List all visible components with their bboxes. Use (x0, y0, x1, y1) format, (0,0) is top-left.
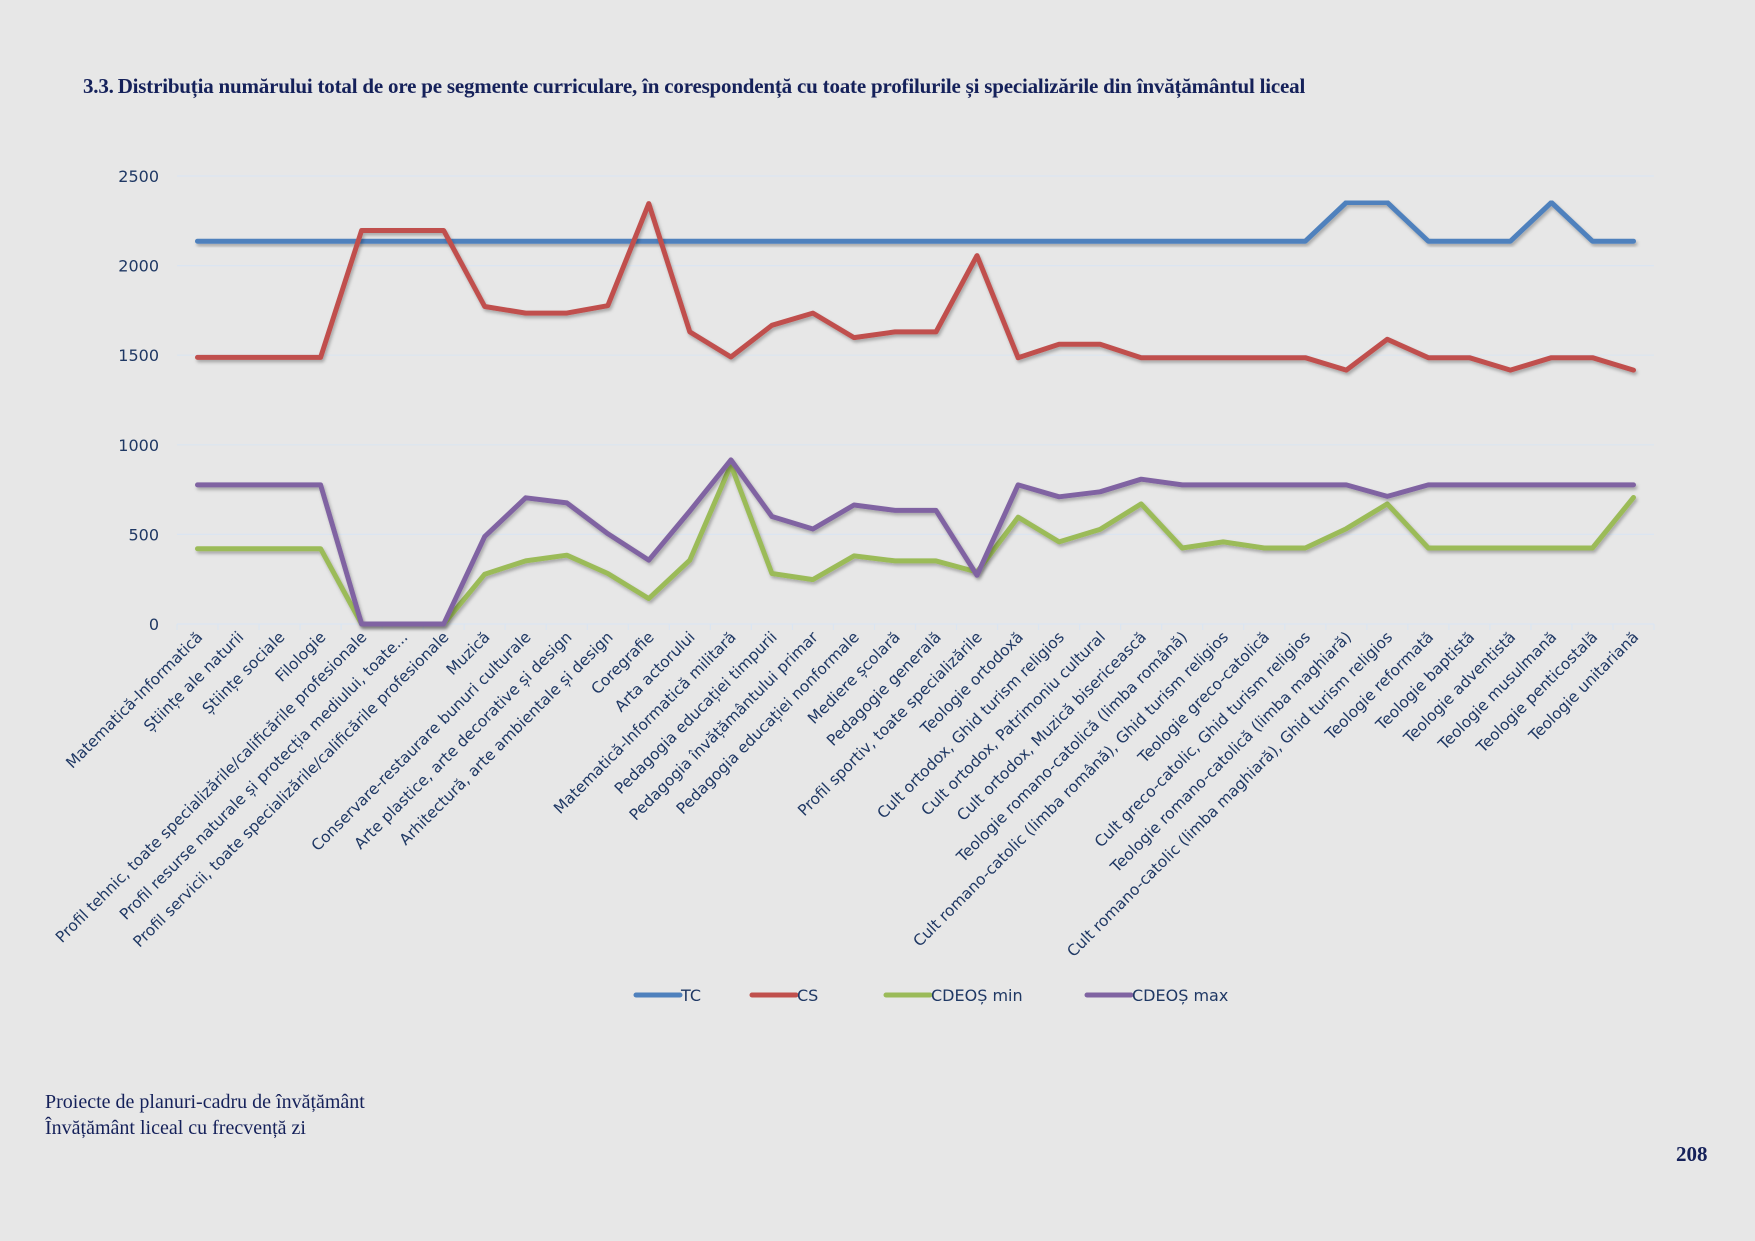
document-footer: Proiecte de planuri-cadru de învățământ … (45, 1089, 365, 1141)
series-lines (195, 200, 1636, 627)
legend-label: CDEOȘ max (1132, 986, 1228, 1005)
legend-label: CDEOȘ min (931, 986, 1023, 1005)
legend-label: TC (680, 986, 701, 1005)
series-line-cs (195, 201, 1636, 373)
legend-label: CS (797, 986, 818, 1005)
y-tick-label: 500 (128, 525, 159, 544)
legend: TC CS CDEOȘ min CDEOȘ max (633, 986, 1228, 1005)
x-tick-label: Pedagogia învățământului primar (626, 628, 822, 824)
footer-line-2: Învățământ liceal cu frecvență zi (45, 1117, 306, 1139)
series-line-cdeo-max (195, 457, 1636, 627)
y-tick-label: 0 (149, 615, 159, 634)
y-axis: 0 500 1000 1500 2000 2500 (118, 167, 159, 634)
y-tick-label: 2000 (118, 257, 159, 276)
section-title: Distribuția numărului total de ore pe se… (117, 74, 1306, 98)
section-heading: 3.3. Distribuția numărului total de ore p… (83, 74, 1305, 99)
footer-line-1: Proiecte de planuri-cadru de învățământ (45, 1091, 365, 1113)
y-tick-label: 2500 (118, 167, 159, 186)
page-number: 208 (1676, 1142, 1708, 1166)
section-number: 3.3. (83, 74, 114, 98)
series-line-tc (195, 200, 1636, 244)
y-tick-label: 1500 (118, 346, 159, 365)
y-tick-label: 1000 (118, 436, 159, 455)
